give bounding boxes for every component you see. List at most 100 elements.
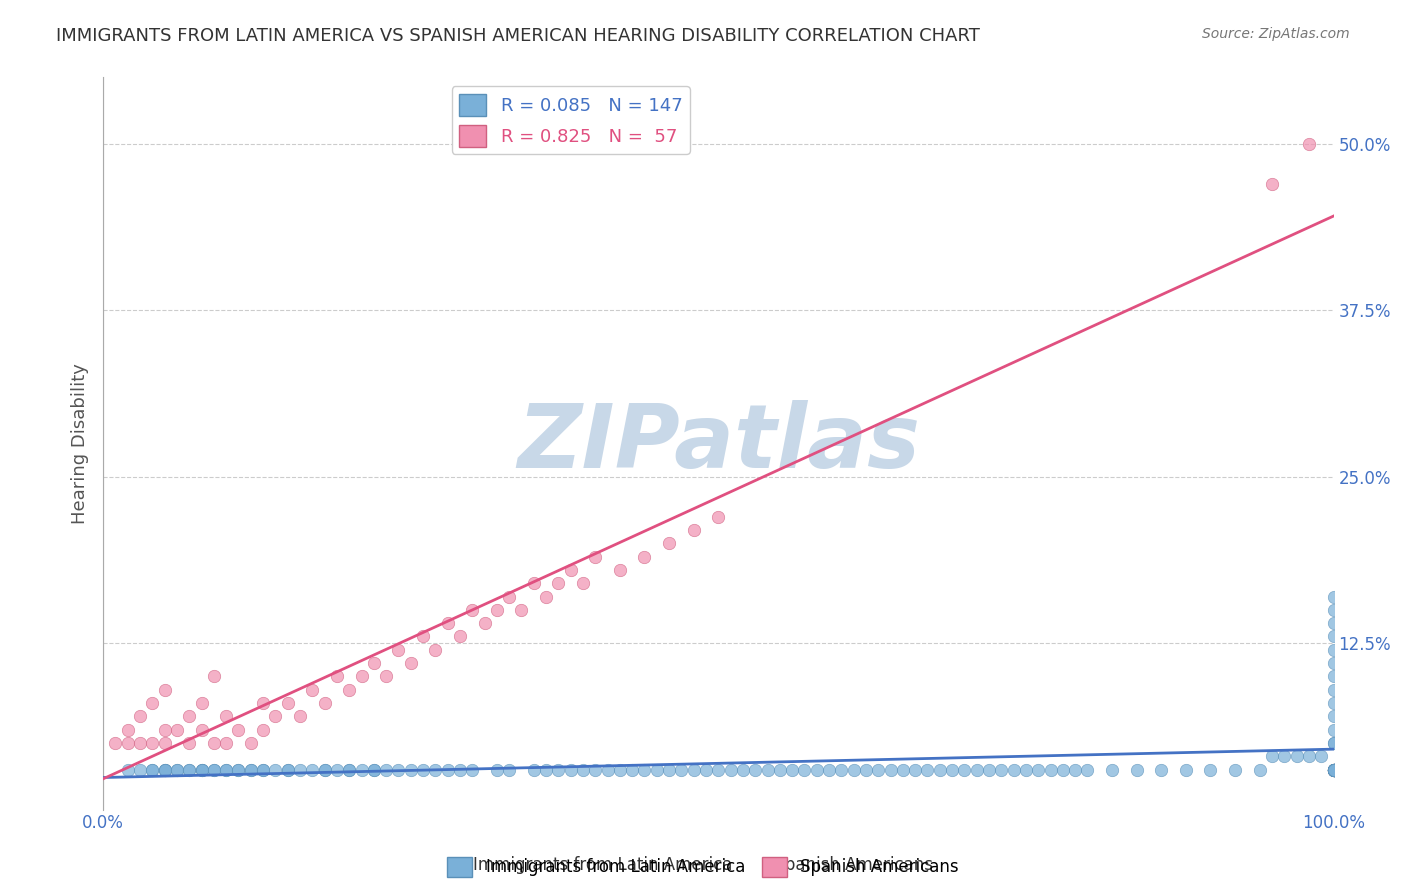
Point <box>104 736 127 750</box>
Point <box>179 763 201 777</box>
Point <box>695 763 717 777</box>
Point <box>928 763 950 777</box>
Point <box>141 763 163 777</box>
Point <box>326 669 349 683</box>
Point <box>633 549 655 564</box>
Point <box>510 603 533 617</box>
Point <box>485 763 508 777</box>
Point <box>1322 763 1344 777</box>
Point <box>449 630 471 644</box>
Point <box>129 736 152 750</box>
Point <box>153 682 176 697</box>
Point <box>179 709 201 723</box>
Point <box>941 763 963 777</box>
Point <box>363 656 385 670</box>
Point <box>117 763 139 777</box>
Point <box>166 723 188 737</box>
Point <box>436 763 458 777</box>
Point <box>891 763 914 777</box>
Point <box>153 736 176 750</box>
Point <box>1322 736 1344 750</box>
Point <box>671 763 693 777</box>
Point <box>583 763 606 777</box>
Text: Immigrants from Latin America        Spanish Americans: Immigrants from Latin America Spanish Am… <box>472 856 934 874</box>
Point <box>301 763 323 777</box>
Point <box>1174 763 1197 777</box>
Point <box>658 536 681 550</box>
Point <box>1249 763 1271 777</box>
Point <box>534 763 557 777</box>
Point <box>166 763 188 777</box>
Point <box>1322 763 1344 777</box>
Point <box>412 630 434 644</box>
Point <box>190 763 212 777</box>
Point <box>215 709 238 723</box>
Point <box>1261 749 1284 764</box>
Point <box>141 696 163 710</box>
Point <box>547 763 569 777</box>
Point <box>1322 763 1344 777</box>
Point <box>633 763 655 777</box>
Point <box>1322 763 1344 777</box>
Point <box>498 763 520 777</box>
Point <box>288 709 311 723</box>
Point <box>523 763 546 777</box>
Point <box>153 763 176 777</box>
Point <box>1322 763 1344 777</box>
Point <box>190 723 212 737</box>
Point <box>399 656 422 670</box>
Point <box>868 763 890 777</box>
Point <box>387 763 409 777</box>
Point <box>1322 763 1344 777</box>
Point <box>129 763 152 777</box>
Point <box>1064 763 1087 777</box>
Point <box>117 723 139 737</box>
Point <box>1310 749 1333 764</box>
Point <box>682 523 704 537</box>
Point <box>228 763 250 777</box>
Point <box>239 763 262 777</box>
Point <box>793 763 815 777</box>
Point <box>474 616 496 631</box>
Point <box>855 763 877 777</box>
Point <box>1322 763 1344 777</box>
Point <box>1322 616 1344 631</box>
Point <box>830 763 852 777</box>
Point <box>1322 763 1344 777</box>
Point <box>720 763 742 777</box>
Point <box>1285 749 1308 764</box>
Point <box>1101 763 1123 777</box>
Point <box>350 669 373 683</box>
Point <box>425 763 447 777</box>
Text: ZIPatlas: ZIPatlas <box>517 400 920 487</box>
Point <box>1322 763 1344 777</box>
Point <box>1039 763 1062 777</box>
Point <box>264 763 287 777</box>
Point <box>966 763 988 777</box>
Point <box>1150 763 1173 777</box>
Point <box>314 763 336 777</box>
Point <box>1322 736 1344 750</box>
Point <box>449 763 471 777</box>
Point <box>228 763 250 777</box>
Point <box>953 763 976 777</box>
Point <box>461 603 484 617</box>
Point <box>363 763 385 777</box>
Point <box>682 763 704 777</box>
Point <box>301 682 323 697</box>
Point <box>202 763 225 777</box>
Point <box>190 696 212 710</box>
Point <box>252 723 274 737</box>
Point <box>314 763 336 777</box>
Point <box>1322 696 1344 710</box>
Point <box>215 763 238 777</box>
Point <box>363 763 385 777</box>
Point <box>560 763 582 777</box>
Point <box>350 763 373 777</box>
Point <box>609 763 631 777</box>
Point <box>337 763 360 777</box>
Point <box>769 763 792 777</box>
Point <box>1298 136 1320 151</box>
Point <box>1322 763 1344 777</box>
Point <box>1322 763 1344 777</box>
